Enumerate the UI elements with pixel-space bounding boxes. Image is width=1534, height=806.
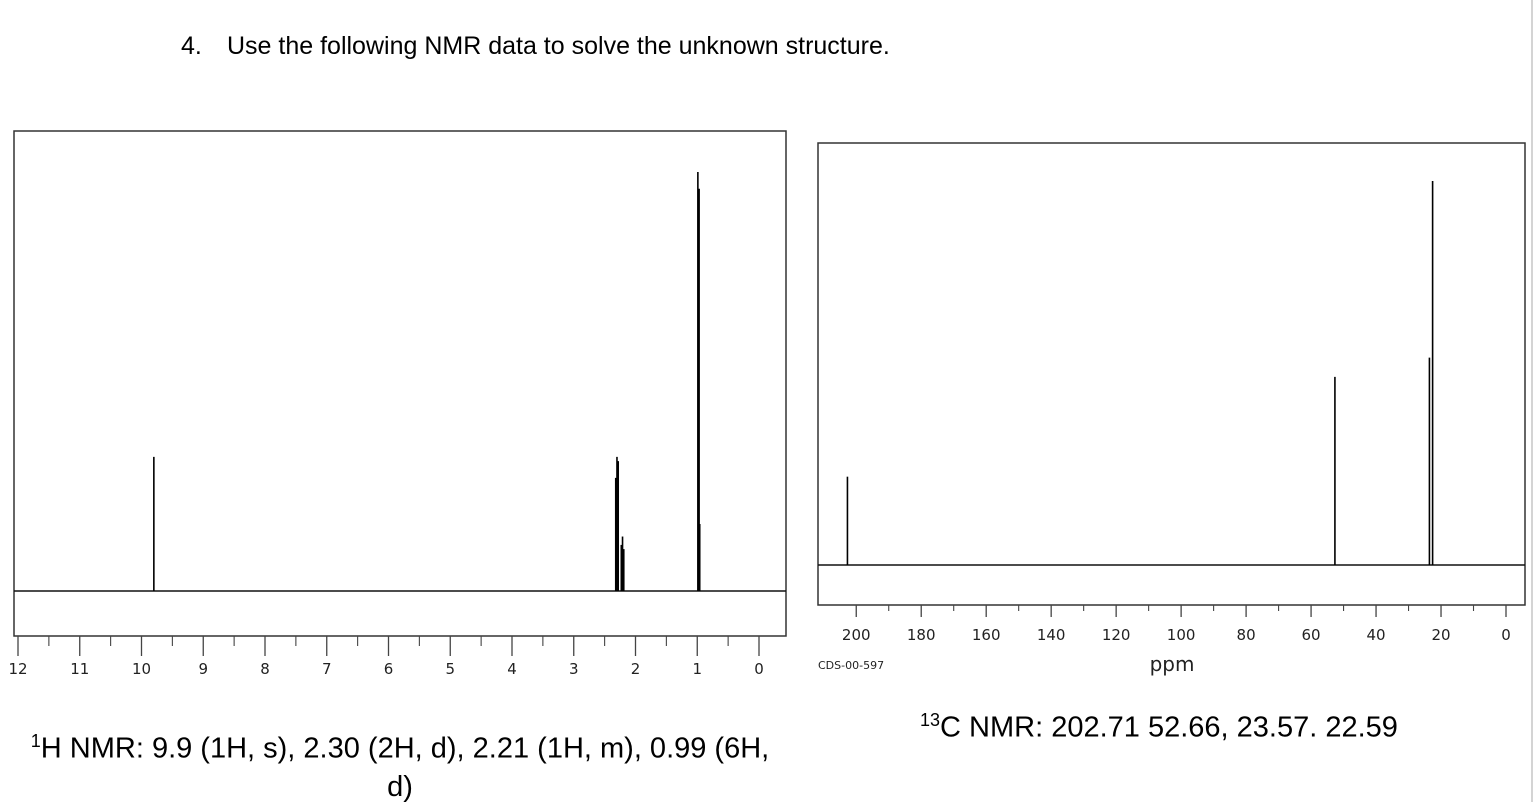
h-nmr-caption-sup: 1	[30, 731, 41, 751]
h-nmr-caption: 1H NMR: 9.9 (1H, s), 2.30 (2H, d), 2.21 …	[14, 722, 786, 806]
c13-nmr-caption-text: C NMR: 202.71 52.66, 23.57. 22.59	[940, 711, 1398, 744]
tick-label: 11	[70, 660, 89, 678]
question-heading: 4. Use the following NMR data to solve th…	[181, 32, 890, 61]
tick-label: 120	[1102, 626, 1131, 644]
plot-frame	[817, 142, 1526, 606]
tick-label: 160	[972, 626, 1001, 644]
page-right-rule	[1531, 0, 1533, 802]
tick-label: 80	[1237, 626, 1256, 644]
h-nmr-spectrum: 12 11 10 9 8 7 6 5 4 3 2 1 0	[8, 130, 787, 678]
c13-nmr-caption-sup: 13	[920, 710, 941, 730]
h-nmr-caption-text: H NMR: 9.9 (1H, s), 2.30 (2H, d), 2.21 (…	[40, 732, 770, 803]
tick-label: 100	[1167, 626, 1196, 644]
tick-label: 60	[1302, 626, 1321, 644]
plot-frame	[13, 130, 787, 637]
tick-label: 4	[507, 660, 517, 678]
tick-label: 3	[569, 660, 579, 678]
tick-label: 8	[260, 660, 270, 678]
tick-label: 12	[8, 660, 27, 678]
tick-label: 7	[322, 660, 332, 678]
tick-label: 5	[445, 660, 455, 678]
tick-label: 2	[631, 660, 641, 678]
tick-label: 180	[907, 626, 936, 644]
tick-label: 6	[384, 660, 394, 678]
c13-nmr-caption: 13C NMR: 202.71 52.66, 23.57. 22.59	[920, 710, 1398, 745]
tick-label: 10	[132, 660, 151, 678]
x-axis-title: ppm	[1150, 652, 1195, 676]
question-text: Use the following NMR data to solve the …	[227, 32, 890, 60]
question-number: 4.	[181, 32, 202, 60]
tick-label: 140	[1037, 626, 1066, 644]
tick-label: 0	[754, 660, 764, 678]
tick-label: 1	[692, 660, 702, 678]
tick-label: 0	[1501, 626, 1511, 644]
spectrum-code: CDS-00-597	[818, 659, 884, 672]
tick-label: 20	[1431, 626, 1450, 644]
tick-label: 9	[198, 660, 208, 678]
tick-label: 200	[842, 626, 871, 644]
tick-label: 40	[1367, 626, 1386, 644]
